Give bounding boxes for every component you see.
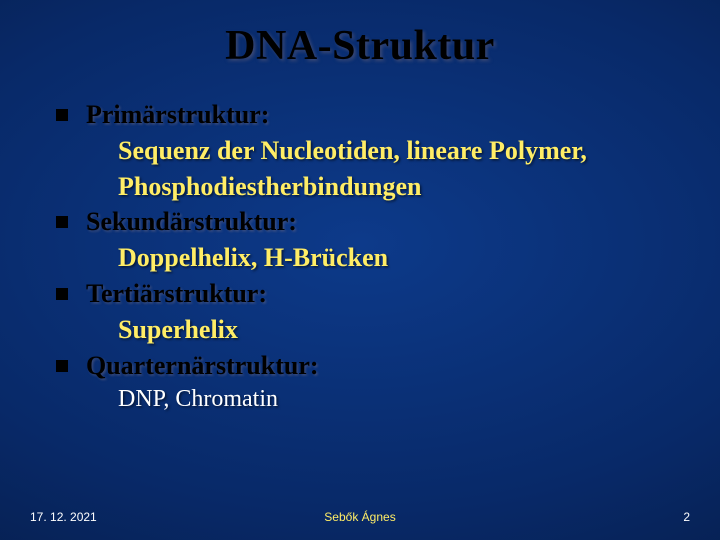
item-head: Tertiärstruktur: [86,277,267,311]
list-item: Quarternärstruktur: [56,349,680,383]
slide-title: DNA-Struktur [0,0,720,70]
item-head: Primärstruktur: [86,98,269,132]
square-bullet-icon [56,216,68,228]
item-head: Sekundärstruktur: [86,205,297,239]
list-item: Tertiärstruktur: [56,277,680,311]
square-bullet-icon [56,360,68,372]
square-bullet-icon [56,288,68,300]
item-sub: Phosphodiestherbindungen [56,170,680,204]
footer-author: Sebők Ágnes [324,510,395,524]
item-head: Quarternärstruktur: [86,349,319,383]
item-sub: Superhelix [56,313,680,347]
list-item: Primärstruktur: [56,98,680,132]
item-sub: Sequenz der Nucleotiden, lineare Polymer… [56,134,680,168]
item-sub: Doppelhelix, H-Brücken [56,241,680,275]
footer-date: 17. 12. 2021 [30,510,97,524]
slide-content: Primärstruktur: Sequenz der Nucleotiden,… [0,70,720,416]
list-item: Sekundärstruktur: [56,205,680,239]
slide-footer: 17. 12. 2021 Sebők Ágnes 2 [0,510,720,524]
item-extra: DNP, Chromatin [56,384,680,415]
footer-page: 2 [683,510,690,524]
square-bullet-icon [56,109,68,121]
